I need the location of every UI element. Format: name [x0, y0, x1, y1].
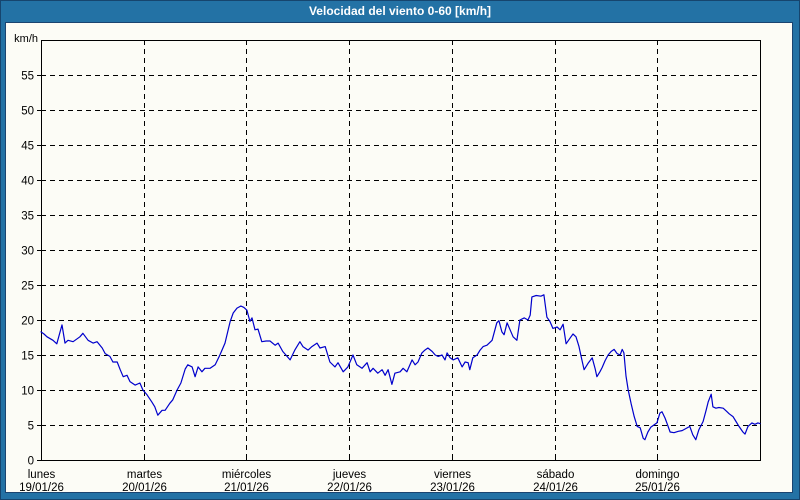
- y-tick-label: 5: [28, 421, 34, 433]
- y-tick-label: 0: [28, 456, 34, 468]
- y-tick-label: 20: [21, 316, 34, 328]
- x-axis-date-label: 22/01/26: [327, 482, 372, 492]
- plot-frame: [41, 40, 761, 461]
- chart-title-bar: Velocidad del viento 0-60 [km/h]: [0, 0, 800, 22]
- y-tick-label: 10: [21, 386, 34, 398]
- y-tick-label: 45: [21, 141, 34, 153]
- y-tick-label: 35: [21, 211, 34, 223]
- x-axis-date-label: 25/01/26: [635, 482, 680, 492]
- x-axis-date-label: 21/01/26: [224, 482, 269, 492]
- x-axis-date-label: 19/01/26: [19, 482, 64, 492]
- x-axis-day-label: jueves: [332, 469, 366, 481]
- x-axis-day-label: domingo: [635, 469, 679, 481]
- chart-panel: km/h 0 5 10 15 20 25 30 35 40 45 50 55 lunes 19/01/26…: [5, 22, 793, 493]
- wind-speed-line: [40, 294, 761, 441]
- y-tick-label: 25: [21, 281, 34, 293]
- chart-title: Velocidad del viento 0-60 [km/h]: [308, 4, 492, 18]
- x-axis-day-label: martes: [127, 469, 162, 481]
- x-axis-day-label: lunes: [28, 469, 56, 481]
- y-tick-label: 15: [21, 351, 34, 363]
- x-axis-day-label: miércoles: [222, 469, 271, 481]
- y-axis-unit-label: km/h: [14, 33, 38, 45]
- x-axis-date-label: 23/01/26: [430, 482, 475, 492]
- y-tick-label: 50: [21, 106, 34, 118]
- x-axis-date-label: 24/01/26: [533, 482, 578, 492]
- x-axis-day-label: viernes: [434, 469, 471, 481]
- x-axis-date-label: 20/01/26: [122, 482, 167, 492]
- y-tick-label: 40: [21, 176, 34, 188]
- x-axis-day-label: sábado: [537, 469, 575, 481]
- y-tick-label: 55: [21, 71, 34, 83]
- y-tick-label: 30: [21, 246, 34, 258]
